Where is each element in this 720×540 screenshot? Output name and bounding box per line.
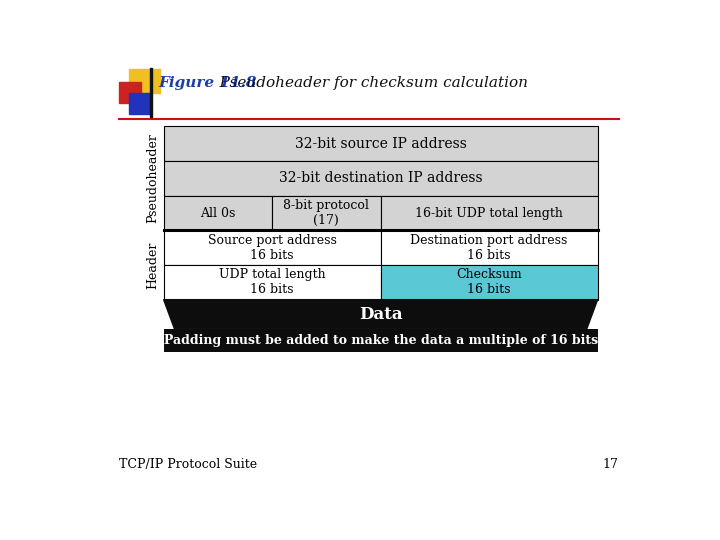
Text: 32-bit source IP address: 32-bit source IP address: [294, 137, 467, 151]
Text: 32-bit destination IP address: 32-bit destination IP address: [279, 171, 482, 185]
Text: Header: Header: [146, 241, 159, 289]
Text: 17: 17: [603, 458, 618, 471]
Bar: [163, 231, 381, 265]
Text: Data: Data: [359, 306, 402, 323]
Bar: [150, 68, 152, 117]
Bar: [163, 329, 598, 352]
Bar: [272, 195, 381, 231]
Text: Checksum
16 bits: Checksum 16 bits: [456, 268, 522, 296]
Text: 8-bit protocol
(17): 8-bit protocol (17): [284, 199, 369, 227]
Text: (Padding must be added to make the data a multiple of 16 bits): (Padding must be added to make the data …: [158, 334, 603, 347]
Bar: [163, 126, 598, 161]
Bar: [381, 195, 598, 231]
Bar: [381, 265, 598, 300]
Text: UDP total length
16 bits: UDP total length 16 bits: [219, 268, 325, 296]
Text: TCP/IP Protocol Suite: TCP/IP Protocol Suite: [120, 458, 258, 471]
Text: Source port address
16 bits: Source port address 16 bits: [207, 234, 336, 262]
Text: Figure 11.8: Figure 11.8: [158, 76, 257, 90]
Bar: [129, 92, 150, 114]
Text: 16-bit UDP total length: 16-bit UDP total length: [415, 206, 563, 220]
Text: Pseudoheader for checksum calculation: Pseudoheader for checksum calculation: [204, 76, 528, 90]
Text: Pseudoheader: Pseudoheader: [146, 133, 159, 224]
Bar: [129, 70, 160, 92]
Bar: [381, 231, 598, 265]
Text: All 0s: All 0s: [200, 206, 235, 220]
Bar: [163, 161, 598, 195]
Bar: [120, 82, 141, 103]
Bar: [163, 265, 381, 300]
Text: Destination port address
16 bits: Destination port address 16 bits: [410, 234, 568, 262]
Polygon shape: [163, 300, 598, 329]
Bar: [163, 195, 272, 231]
